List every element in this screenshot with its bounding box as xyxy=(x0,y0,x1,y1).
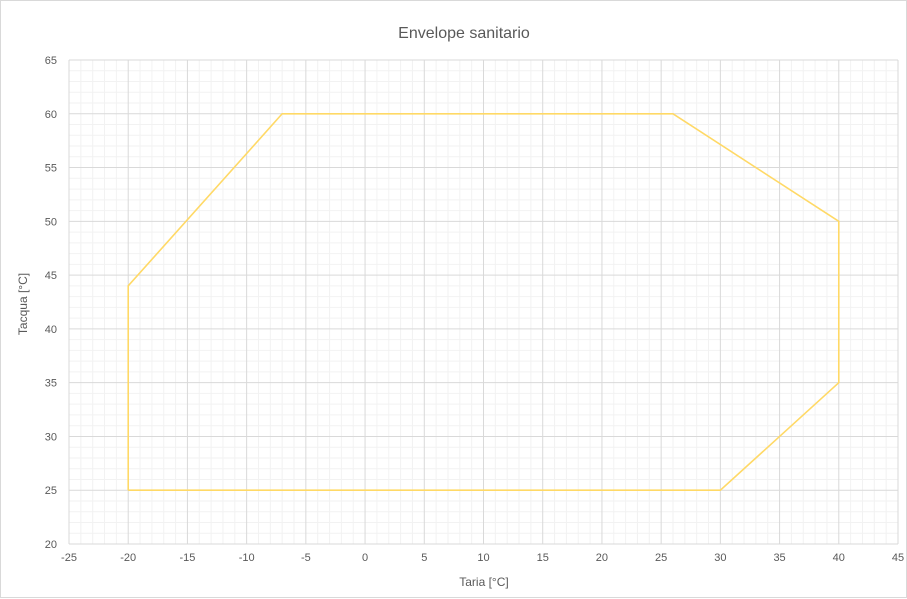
y-tick-label: 40 xyxy=(45,324,57,336)
x-tick-label: 20 xyxy=(596,552,608,564)
y-tick-label: 60 xyxy=(45,109,57,121)
x-tick-label: 15 xyxy=(537,552,549,564)
y-tick-label: 45 xyxy=(45,270,57,282)
y-tick-label: 30 xyxy=(45,431,57,443)
major-grid xyxy=(68,59,899,545)
chart-title: Envelope sanitario xyxy=(398,25,530,42)
y-tick-label: 25 xyxy=(45,485,57,497)
y-tick-label: 20 xyxy=(45,539,57,551)
x-tick-label: 40 xyxy=(833,552,845,564)
x-tick-label: 5 xyxy=(421,552,427,564)
series-line xyxy=(127,112,840,492)
x-tick-label: -25 xyxy=(61,552,77,564)
x-tick-label: 30 xyxy=(714,552,726,564)
x-tick-label: -5 xyxy=(301,552,311,564)
x-tick-label: 45 xyxy=(892,552,904,564)
y-tick-label: 65 xyxy=(45,55,57,67)
x-tick-label: 0 xyxy=(362,552,368,564)
y-axis-title: Tacqua [°C] xyxy=(16,273,30,335)
x-tick-label: -10 xyxy=(239,552,255,564)
x-tick-label: 10 xyxy=(477,552,489,564)
series-layer xyxy=(127,112,840,492)
y-tick-label: 35 xyxy=(45,378,57,390)
y-axis-ticks: 20 25 30 35 40 45 50 55 60 65 xyxy=(45,55,57,551)
x-tick-label: 35 xyxy=(773,552,785,564)
x-axis-ticks: -25 -20 -15 -10 -5 0 5 10 15 20 25 30 35 40 45 xyxy=(61,552,904,564)
y-tick-label: 50 xyxy=(45,216,57,228)
x-tick-label: -20 xyxy=(120,552,136,564)
x-tick-label: 25 xyxy=(655,552,667,564)
x-axis-title: Taria [°C] xyxy=(459,575,508,589)
x-tick-label: -15 xyxy=(179,552,195,564)
y-tick-label: 55 xyxy=(45,163,57,175)
